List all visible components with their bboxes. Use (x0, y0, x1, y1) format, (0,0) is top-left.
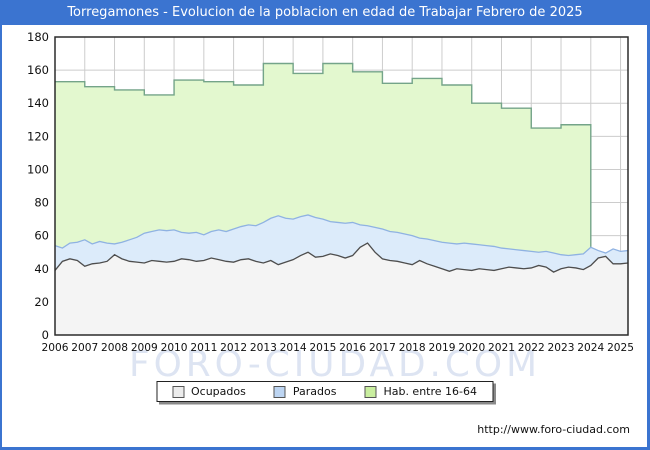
plot-border (54, 36, 629, 336)
svg-text:160: 160 (27, 63, 49, 77)
svg-text:2021: 2021 (488, 342, 515, 354)
legend-item-habitantes: Hab. entre 16-64 (364, 385, 477, 398)
svg-text:80: 80 (34, 196, 49, 210)
svg-text:2007: 2007 (71, 342, 98, 354)
svg-text:2016: 2016 (339, 342, 366, 354)
svg-text:2013: 2013 (250, 342, 277, 354)
svg-text:2017: 2017 (369, 342, 396, 354)
svg-text:2010: 2010 (161, 342, 188, 354)
svg-text:120: 120 (27, 129, 49, 143)
legend-item-ocupados: Ocupados (171, 385, 246, 398)
ocupados-swatch-icon (171, 385, 184, 398)
x-axis-labels: 2006 2007 2008 2009 2010 2011 2012 2013 2014 2015… (42, 342, 635, 354)
svg-text:0: 0 (42, 328, 49, 342)
chart-title: Torregamones - Evolucion de la poblacion… (2, 0, 647, 25)
svg-text:60: 60 (34, 229, 49, 243)
svg-text:2015: 2015 (309, 342, 336, 354)
svg-text:2022: 2022 (518, 342, 545, 354)
foro-ciudad-watermark: FORO-CIUDAD.COM (129, 344, 541, 385)
svg-text:2011: 2011 (190, 342, 217, 354)
legend: Ocupados Parados Hab. entre 16-64 (155, 381, 494, 402)
svg-text:20: 20 (34, 295, 49, 309)
svg-text:140: 140 (27, 96, 49, 110)
parados-swatch-icon (273, 385, 286, 398)
svg-text:2014: 2014 (280, 342, 307, 354)
svg-text:2025: 2025 (607, 342, 634, 354)
svg-text:2008: 2008 (101, 342, 128, 354)
svg-text:2006: 2006 (42, 342, 69, 354)
svg-text:2020: 2020 (458, 342, 485, 354)
svg-text:2012: 2012 (220, 342, 247, 354)
legend-item-parados: Parados (273, 385, 337, 398)
habitantes-swatch-icon (364, 385, 377, 398)
svg-text:2024: 2024 (577, 342, 604, 354)
habitantes-line (55, 62, 592, 335)
svg-text:100: 100 (27, 162, 49, 176)
website-url[interactable]: http://www.foro-ciudad.com (477, 423, 630, 436)
legend-label-ocupados: Ocupados (190, 385, 246, 398)
svg-text:2018: 2018 (399, 342, 426, 354)
svg-text:2019: 2019 (428, 342, 455, 354)
svg-text:40: 40 (34, 262, 49, 276)
svg-text:180: 180 (27, 30, 49, 44)
legend-label-parados: Parados (292, 385, 337, 398)
svg-text:2009: 2009 (131, 342, 158, 354)
legend-label-habitantes: Hab. entre 16-64 (383, 385, 478, 398)
parados-line (54, 214, 629, 257)
ocupados-line (54, 242, 629, 273)
svg-text:2023: 2023 (548, 342, 575, 354)
ocupados-area (55, 243, 628, 335)
y-axis-labels: 0 20 40 60 80 100 120 140 160 180 (27, 30, 49, 342)
